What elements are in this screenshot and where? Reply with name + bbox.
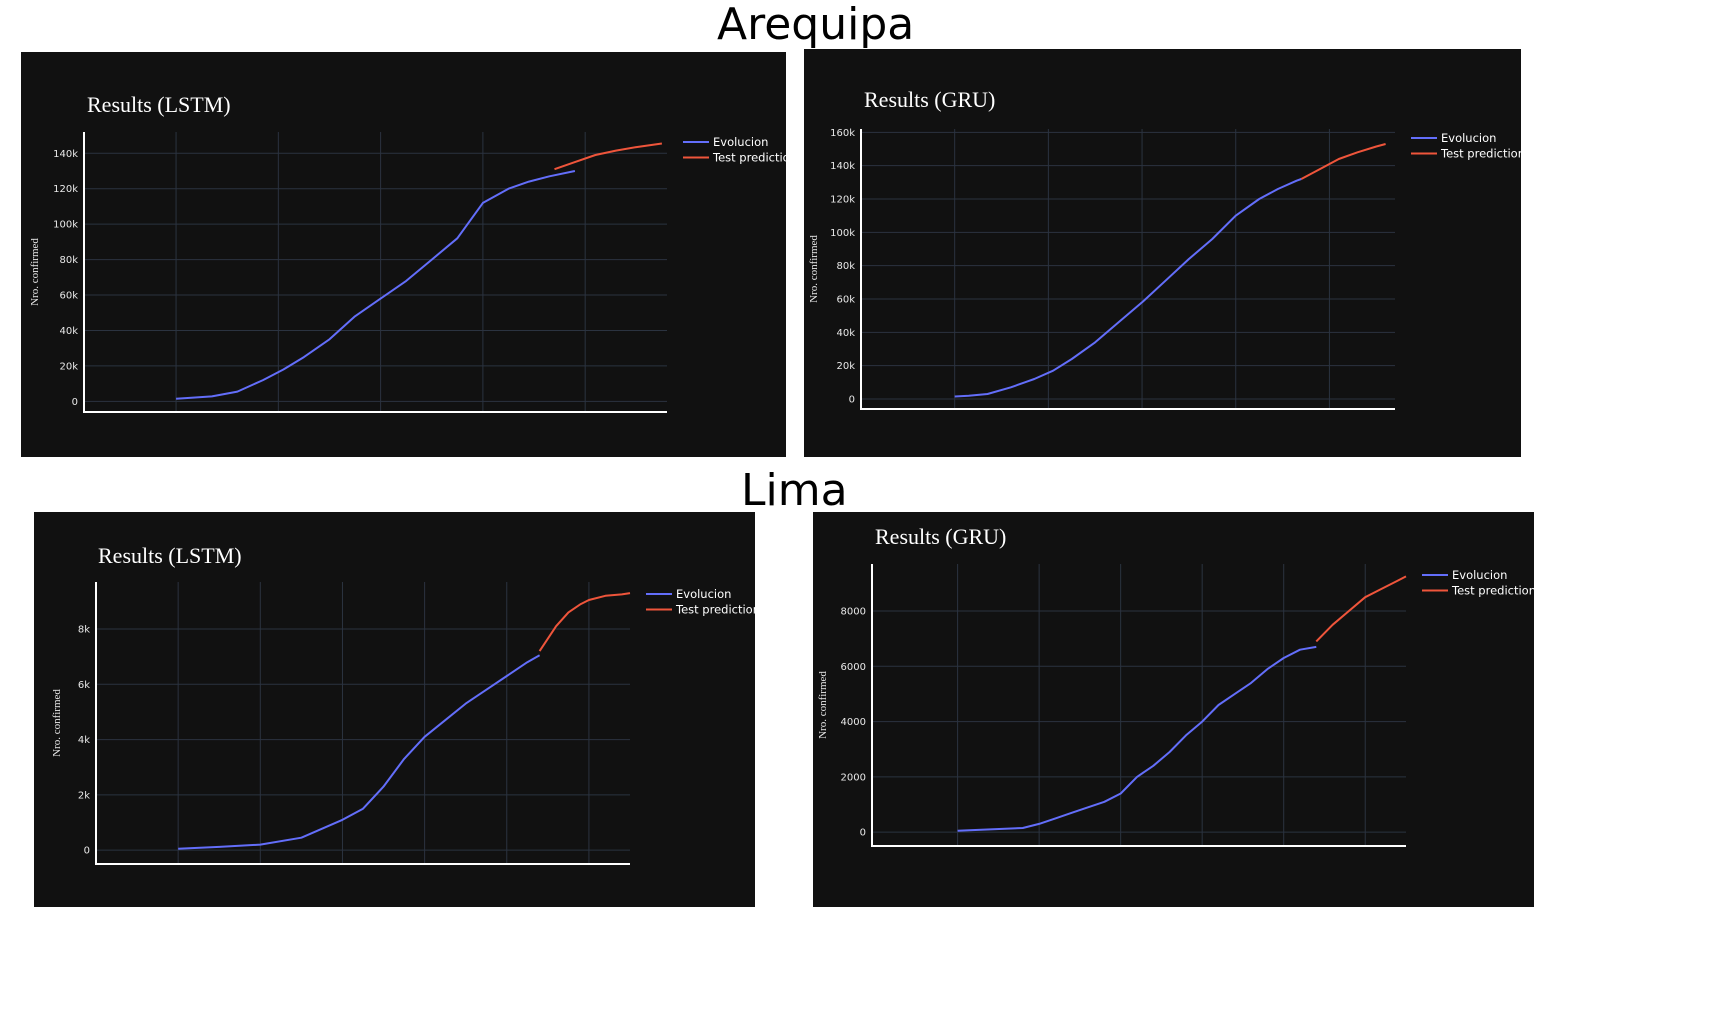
series-line-evolucion (176, 170, 576, 400)
y-axis-label: Nro. confirmed (29, 238, 41, 306)
y-tick-label: 20k (59, 361, 78, 372)
series-line-evolucion (957, 645, 1317, 832)
y-tick-label: 0 (72, 397, 78, 408)
chart-panel-lima-gru: Results (GRU) Nro. confirmed 0 2000 4000 6000… (813, 512, 1536, 907)
chart-panel-lima-lstm: Results (LSTM) Nro. confirmed 0 2k 4k 6k 8k Evo… (34, 512, 760, 907)
y-tick-label: 6000 (841, 662, 866, 673)
section-title-lima: Lima (741, 465, 848, 516)
chart-panel-arequipa-gru: Results (GRU) Nro. confirmed 0 20k 40k 60k 80k… (804, 49, 1525, 457)
y-tick-label: 0 (849, 395, 855, 406)
y-tick-label: 0 (84, 846, 90, 857)
series-line-evolucion (954, 178, 1302, 398)
y-tick-label: 160k (830, 128, 855, 139)
y-tick-label: 40k (836, 328, 855, 339)
chart-title: Results (LSTM) (87, 92, 231, 117)
y-tick-label: 2000 (841, 772, 866, 783)
chart-title: Results (LSTM) (98, 543, 242, 568)
legend-label[interactable]: Test prediction (712, 151, 797, 165)
y-tick-label: 80k (59, 255, 78, 266)
legend-label[interactable]: Evolucion (1441, 131, 1496, 145)
legend-label[interactable]: Evolucion (713, 135, 768, 149)
series-line-test-prediction (1315, 575, 1407, 643)
legend-label[interactable]: Test prediction (1451, 584, 1536, 598)
y-tick-label: 0 (860, 828, 866, 839)
series-line-test-prediction (1300, 143, 1386, 180)
chart-svg: Results (LSTM) Nro. confirmed 0 2k 4k 6k 8k Evo… (51, 543, 760, 865)
chart-title: Results (GRU) (864, 87, 995, 112)
y-tick-label: 4000 (841, 717, 866, 728)
y-tick-label: 140k (53, 149, 78, 160)
y-tick-label: 4k (78, 735, 90, 746)
y-tick-label: 20k (836, 361, 855, 372)
y-tick-label: 2k (78, 790, 90, 801)
series-line-test-prediction (554, 142, 663, 171)
chart-svg: Results (GRU) Nro. confirmed 0 2000 4000 6000… (817, 524, 1536, 847)
series-line-evolucion (178, 654, 541, 850)
section-title-arequipa: Arequipa (717, 0, 915, 50)
chart-panel-arequipa-lstm: Results (LSTM) Nro. confirmed 0 20k 40k 60k 80… (21, 52, 797, 457)
legend-label[interactable]: Evolucion (1452, 568, 1507, 582)
y-tick-label: 120k (830, 195, 855, 206)
y-tick-label: 80k (836, 261, 855, 272)
y-tick-label: 100k (830, 228, 855, 239)
legend-label[interactable]: Evolucion (676, 587, 731, 601)
chart-svg: Results (LSTM) Nro. confirmed 0 20k 40k 60k 80… (29, 92, 797, 413)
y-axis-label: Nro. confirmed (51, 689, 63, 757)
y-tick-label: 8000 (841, 607, 866, 618)
y-axis-label: Nro. confirmed (817, 671, 829, 739)
series-line-test-prediction (538, 592, 631, 652)
chart-title: Results (GRU) (875, 524, 1006, 549)
y-tick-label: 120k (53, 184, 78, 195)
y-tick-label: 40k (59, 326, 78, 337)
legend-label[interactable]: Test prediction (1440, 147, 1525, 161)
y-tick-label: 60k (59, 291, 78, 302)
y-axis-label: Nro. confirmed (808, 235, 820, 303)
chart-svg: Results (GRU) Nro. confirmed 0 20k 40k 60k 80k… (808, 87, 1525, 410)
y-tick-label: 140k (830, 161, 855, 172)
y-tick-label: 100k (53, 220, 78, 231)
y-tick-label: 60k (836, 295, 855, 306)
y-tick-label: 8k (78, 625, 90, 636)
y-tick-label: 6k (78, 680, 90, 691)
legend-label[interactable]: Test prediction (675, 603, 760, 617)
